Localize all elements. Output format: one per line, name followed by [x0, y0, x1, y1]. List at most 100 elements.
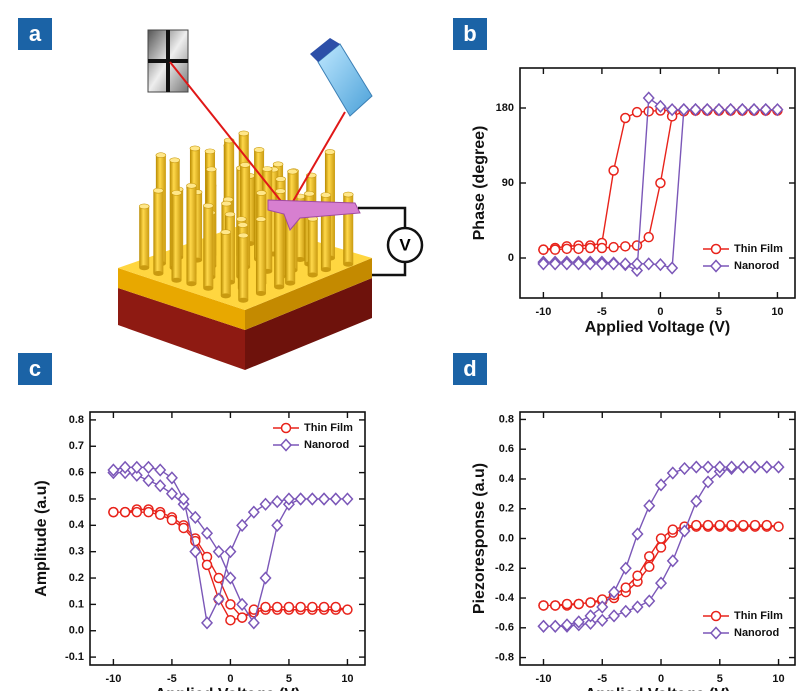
nanorod-top — [153, 188, 163, 193]
wire — [372, 262, 405, 275]
data-point — [703, 462, 713, 473]
data-point — [609, 258, 619, 269]
y-axis-title: Phase (degree) — [471, 126, 488, 241]
data-point — [261, 603, 270, 612]
data-point — [296, 493, 306, 504]
nanorod-top — [239, 131, 249, 136]
schematic: V — [118, 30, 422, 370]
y-tick-label: 0.5 — [69, 493, 84, 505]
nanorod-base — [256, 291, 266, 296]
data-point — [203, 560, 212, 569]
data-point — [539, 621, 549, 632]
y-tick-label: 0.4 — [69, 519, 85, 531]
nanorod-base — [285, 281, 295, 286]
y-tick-label: 0.6 — [69, 467, 84, 479]
nanorod-top — [343, 192, 353, 197]
data-point — [562, 244, 571, 253]
nanorod — [139, 206, 149, 267]
nanorod — [308, 219, 318, 275]
y-tick-label: -0.8 — [495, 651, 514, 663]
data-point — [620, 258, 630, 269]
data-point — [621, 583, 630, 592]
nanorod — [221, 232, 231, 296]
x-tick-label: -10 — [536, 673, 552, 685]
data-point — [261, 573, 271, 584]
data-point — [597, 615, 607, 626]
data-point — [551, 601, 560, 610]
legend-label: Nanorod — [734, 260, 779, 272]
data-point — [586, 244, 595, 253]
data-point — [226, 600, 235, 609]
data-point — [621, 563, 631, 574]
nanorod-top — [206, 167, 216, 172]
data-point — [237, 599, 247, 610]
data-point — [156, 510, 165, 519]
data-point — [202, 617, 212, 628]
data-point — [179, 523, 188, 532]
y-tick-label: 0.3 — [69, 546, 84, 558]
x-tick-label: 10 — [341, 673, 353, 685]
nanorod-top — [190, 146, 200, 151]
data-point — [167, 516, 176, 525]
nanorod-top — [170, 158, 180, 163]
x-tick-label: 0 — [657, 306, 663, 318]
data-point — [319, 493, 329, 504]
data-point — [633, 241, 642, 250]
nanorod-base — [203, 286, 213, 291]
data-point — [586, 610, 596, 621]
y-tick-label: 0.4 — [499, 473, 515, 485]
nanorod-top — [203, 203, 213, 208]
x-tick-label: 10 — [772, 673, 784, 685]
nanorod — [186, 186, 196, 284]
data-point — [343, 605, 352, 614]
data-point — [727, 521, 736, 530]
data-point — [214, 546, 224, 557]
nanorod-top — [273, 162, 283, 167]
nanorod — [274, 208, 284, 287]
data-point — [167, 472, 177, 483]
nanorod-top — [240, 162, 250, 167]
legend-label: Thin Film — [734, 243, 783, 255]
nanorod — [238, 236, 248, 301]
data-point — [132, 462, 142, 473]
data-point — [692, 521, 701, 530]
x-tick-label: -5 — [167, 673, 177, 685]
data-point — [621, 114, 630, 123]
data-point — [656, 179, 665, 188]
data-point — [762, 521, 771, 530]
data-point — [296, 603, 305, 612]
data-point — [609, 166, 618, 175]
data-point — [272, 520, 282, 531]
data-point — [238, 613, 247, 622]
data-point — [655, 259, 665, 270]
data-point — [574, 244, 583, 253]
data-point — [320, 603, 329, 612]
data-point — [668, 555, 678, 566]
wire — [358, 208, 405, 228]
panel-label: a — [29, 21, 42, 46]
data-point — [144, 475, 154, 486]
data-point — [774, 522, 783, 531]
nanorod-top — [205, 149, 215, 154]
data-point — [633, 601, 643, 612]
legend-label: Nanorod — [734, 627, 779, 639]
legend-marker — [711, 628, 721, 639]
y-tick-label: 0.6 — [499, 443, 514, 455]
panel-label: b — [463, 21, 476, 46]
data-point — [109, 508, 118, 517]
data-point — [331, 493, 341, 504]
data-point — [645, 552, 654, 561]
legend-label: Thin Film — [734, 610, 783, 622]
nanorod-base — [321, 267, 331, 272]
nanorod — [153, 191, 163, 274]
data-point — [307, 493, 317, 504]
nanorod-top — [236, 217, 246, 222]
data-point — [621, 242, 630, 251]
nanorod-top — [186, 183, 196, 188]
nanorod-top — [262, 166, 272, 171]
x-tick-label: -10 — [535, 306, 551, 318]
data-point — [621, 606, 631, 617]
nanorod-base — [186, 281, 196, 286]
data-point — [645, 562, 654, 571]
data-point — [657, 543, 666, 552]
